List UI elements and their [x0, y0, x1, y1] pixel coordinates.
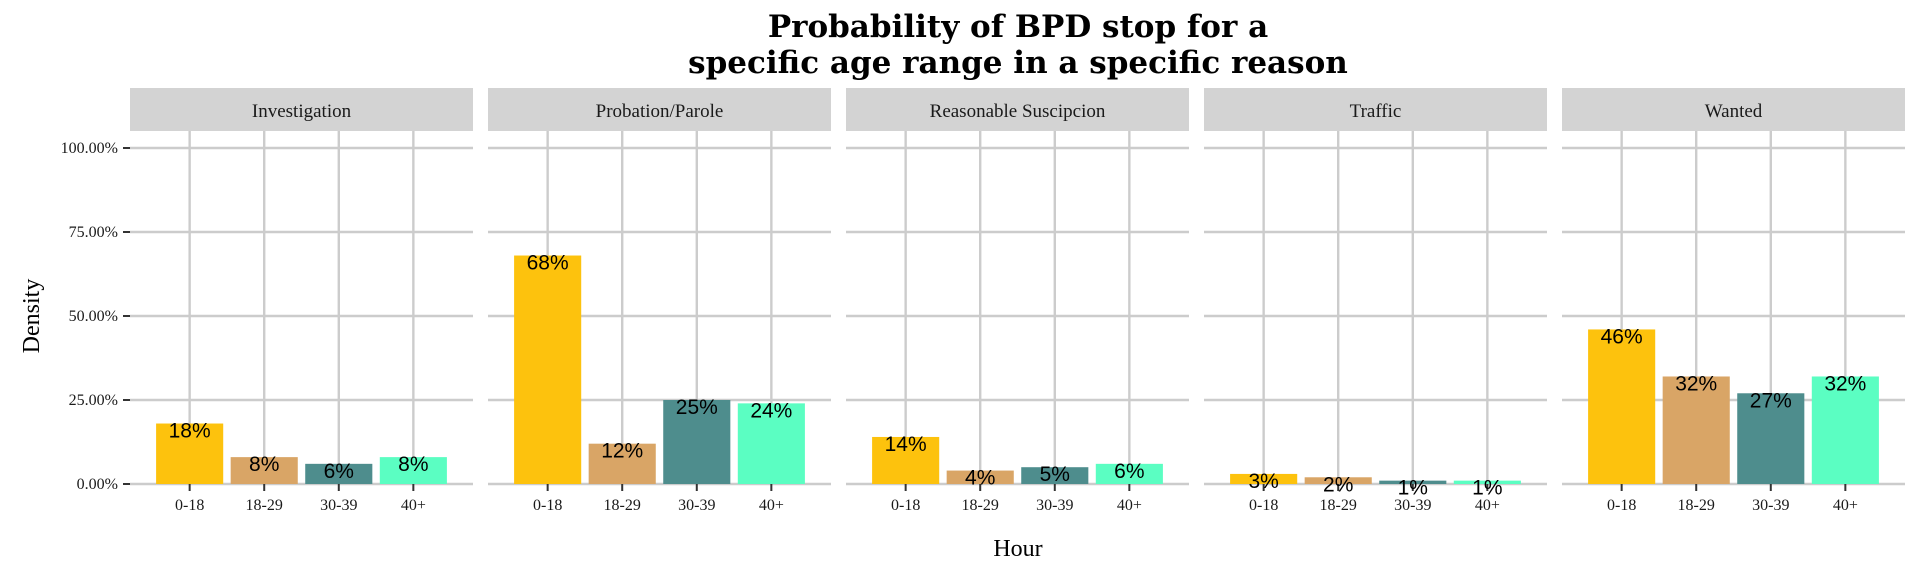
facet-strip-label: Traffic: [1350, 101, 1402, 122]
bar-data-label: 12%: [601, 440, 643, 463]
x-tick-label: 40+: [1475, 497, 1500, 514]
y-tick-label: 100.00%: [61, 140, 118, 157]
y-tick-label: 50.00%: [69, 308, 118, 325]
x-tick-label: 30-39: [678, 497, 715, 514]
x-tick-label: 40+: [759, 497, 784, 514]
chart-title-line-1: Probability of BPD stop for a: [768, 9, 1268, 45]
bar-data-label: 1%: [1398, 477, 1428, 500]
bar: [1304, 477, 1372, 484]
facet-strip: [1204, 88, 1547, 131]
bar-data-label: 68%: [527, 252, 569, 275]
bar-data-label: 6%: [1114, 460, 1144, 483]
bar: [1095, 463, 1163, 484]
bar-data-label: 46%: [1601, 325, 1643, 348]
bar-data-label: 32%: [1675, 372, 1717, 395]
bar-data-label: 25%: [676, 396, 718, 419]
x-tick-label: 0-18: [1607, 497, 1636, 514]
x-tick-label: 18-29: [246, 497, 283, 514]
facet-panel: Traffic 0-18 18-29 30-39 40+ 3% 2% 1% 1%: [1204, 88, 1547, 514]
facet-strip-label: Investigation: [252, 101, 352, 122]
bar-data-label: 18%: [169, 420, 211, 443]
y-axis: 0.00% 25.00% 50.00% 75.00% 100.00%: [61, 140, 130, 493]
facet-strip: [488, 88, 831, 131]
x-tick-label: 0-18: [1249, 497, 1278, 514]
facet-strip: [1562, 88, 1905, 131]
bar: [663, 400, 731, 484]
x-tick-label: 0-18: [891, 497, 920, 514]
x-tick-label: 18-29: [1320, 497, 1357, 514]
bar-data-label: 6%: [324, 460, 354, 483]
facet-panel: Investigation 0-18 18-29 30-39 40+ 18% 8% 6% 8%: [130, 88, 473, 514]
x-tick-label: 30-39: [320, 497, 357, 514]
x-tick-label: 18-29: [962, 497, 999, 514]
bar-data-label: 27%: [1750, 389, 1792, 412]
x-tick-label: 30-39: [1036, 497, 1073, 514]
bar: [514, 255, 582, 484]
bar-data-label: 2%: [1323, 473, 1353, 496]
facet-strip-label: Reasonable Suscipcion: [930, 101, 1106, 122]
bar-data-label: 32%: [1824, 372, 1866, 395]
bar-data-label: 4%: [965, 467, 995, 490]
x-tick-label: 18-29: [1678, 497, 1715, 514]
bar: [1021, 467, 1089, 484]
bar: [872, 436, 940, 484]
x-axis-title: Hour: [993, 536, 1042, 562]
facet-strip: [130, 88, 473, 131]
x-tick-label: 18-29: [604, 497, 641, 514]
bar: [1811, 376, 1879, 484]
bar-data-label: 8%: [398, 453, 428, 476]
bar: [1662, 376, 1730, 484]
y-tick-label: 75.00%: [69, 224, 118, 241]
x-tick-label: 30-39: [1752, 497, 1789, 514]
facet-panels: Investigation 0-18 18-29 30-39 40+ 18% 8% 6% 8% P…: [130, 88, 1905, 514]
chart-title-line-2: specific age range in a specific reason: [688, 45, 1348, 81]
facet-strip: [846, 88, 1189, 131]
facet-panel: Wanted 0-18 18-29 30-39 40+ 46% 32% 27% 32%: [1562, 88, 1905, 514]
facet-panel: Reasonable Suscipcion 0-18 18-29 30-39 40+ 14…: [846, 88, 1189, 514]
y-axis-title: Density: [19, 279, 45, 354]
x-tick-label: 0-18: [175, 497, 204, 514]
bar: [379, 457, 447, 484]
bar-data-label: 1%: [1472, 477, 1502, 500]
bar: [1737, 393, 1805, 484]
bar: [1230, 473, 1298, 484]
bar: [230, 457, 298, 484]
y-tick-label: 25.00%: [69, 392, 118, 409]
x-tick-label: 30-39: [1394, 497, 1431, 514]
y-tick-label: 0.00%: [77, 476, 118, 493]
bar: [737, 403, 805, 484]
facet-strip-label: Probation/Parole: [596, 101, 724, 122]
facet-panel: Probation/Parole 0-18 18-29 30-39 40+ 68% 12% 2…: [488, 88, 831, 514]
x-tick-label: 40+: [1833, 497, 1858, 514]
bar: [1453, 480, 1521, 484]
x-tick-label: 0-18: [533, 497, 562, 514]
bar: [305, 463, 373, 484]
bar: [588, 443, 656, 484]
bar-data-label: 14%: [885, 433, 927, 456]
x-tick-label: 40+: [401, 497, 426, 514]
facet-strip-label: Wanted: [1705, 101, 1763, 122]
bar: [946, 470, 1014, 484]
bar-data-label: 8%: [249, 453, 279, 476]
bar-data-label: 3%: [1248, 470, 1278, 493]
x-tick-label: 40+: [1117, 497, 1142, 514]
bar: [1588, 329, 1656, 484]
bar-data-label: 5%: [1040, 463, 1070, 486]
bar: [1379, 480, 1447, 484]
bar: [156, 423, 224, 484]
bar-data-label: 24%: [750, 399, 792, 422]
